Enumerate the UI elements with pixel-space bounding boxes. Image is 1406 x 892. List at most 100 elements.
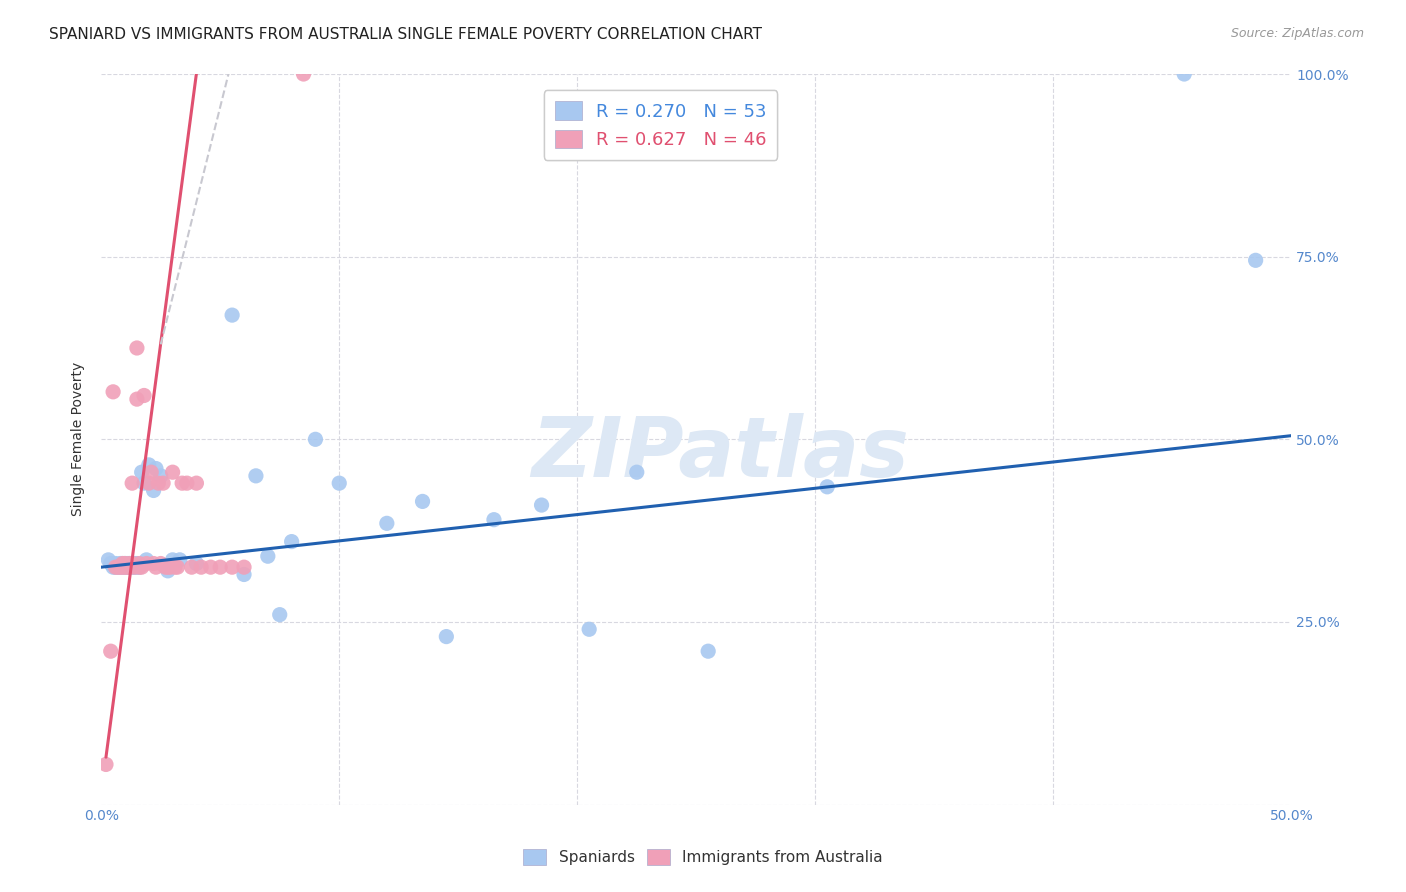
Point [138,458,160,472]
Point [200,560,222,574]
Point [124,557,146,571]
Point [128,560,150,574]
Point [482,513,505,527]
Point [128,557,150,571]
Point [111,560,134,574]
Point [209,560,232,574]
Point [156,564,179,578]
Point [104,560,127,574]
Point [125,392,148,406]
Point [104,557,127,571]
Point [132,476,155,491]
Point [304,433,326,447]
Point [111,557,134,571]
Point [233,560,256,574]
Text: ZIPatlas: ZIPatlas [531,413,910,494]
Point [101,384,124,399]
Point [107,560,129,574]
Point [118,557,141,571]
Point [135,553,157,567]
Point [172,476,194,491]
Point [1244,253,1267,268]
Point [104,560,127,574]
Point [138,476,160,491]
Point [233,567,256,582]
Point [169,553,191,567]
Point [186,476,208,491]
Point [186,557,208,571]
Point [111,560,134,574]
Point [121,557,143,571]
Point [124,560,146,574]
Point [375,516,398,531]
Point [412,494,434,508]
Point [280,534,302,549]
Point [114,560,136,574]
Point [156,560,179,574]
Point [128,560,150,574]
Point [101,560,124,574]
Point [118,557,141,571]
Point [107,560,129,574]
Point [110,557,132,571]
Point [142,483,165,498]
Point [176,476,198,491]
Point [97,553,120,567]
Point [166,560,188,574]
Point [145,560,167,574]
Point [117,560,139,574]
Point [141,465,163,479]
Point [162,553,184,567]
Point [125,560,148,574]
Legend: R = 0.270   N = 53, R = 0.627   N = 46: R = 0.270 N = 53, R = 0.627 N = 46 [544,90,778,160]
Point [815,480,838,494]
Point [121,476,143,491]
Point [118,560,141,574]
Point [132,388,155,402]
Point [125,557,148,571]
Point [163,560,186,574]
Point [530,498,553,512]
Point [221,308,243,322]
Point [159,560,181,574]
Point [292,67,315,81]
Point [114,560,136,574]
Point [155,560,177,574]
Point [100,557,122,571]
Point [245,468,267,483]
Point [145,461,167,475]
Point [111,557,134,571]
Point [124,560,146,574]
Text: SPANIARD VS IMMIGRANTS FROM AUSTRALIA SINGLE FEMALE POVERTY CORRELATION CHART: SPANIARD VS IMMIGRANTS FROM AUSTRALIA SI… [49,27,762,42]
Point [118,560,141,574]
Point [114,557,136,571]
Point [117,560,139,574]
Point [142,557,165,571]
Point [125,341,148,355]
Point [256,549,278,564]
Point [149,468,172,483]
Point [110,560,132,574]
Point [110,560,132,574]
Point [94,757,117,772]
Point [114,557,136,571]
Point [148,476,170,491]
Text: Source: ZipAtlas.com: Source: ZipAtlas.com [1230,27,1364,40]
Point [578,622,600,636]
Point [149,557,172,571]
Point [121,557,143,571]
Point [269,607,291,622]
Point [162,465,184,479]
Legend: Spaniards, Immigrants from Australia: Spaniards, Immigrants from Australia [517,843,889,871]
Point [131,465,153,479]
Point [135,557,157,571]
Point [121,560,143,574]
Point [190,560,212,574]
Point [131,560,153,574]
Point [180,560,202,574]
Point [221,560,243,574]
Point [117,557,139,571]
Y-axis label: Single Female Poverty: Single Female Poverty [72,362,86,516]
Point [434,630,457,644]
Point [626,465,648,479]
